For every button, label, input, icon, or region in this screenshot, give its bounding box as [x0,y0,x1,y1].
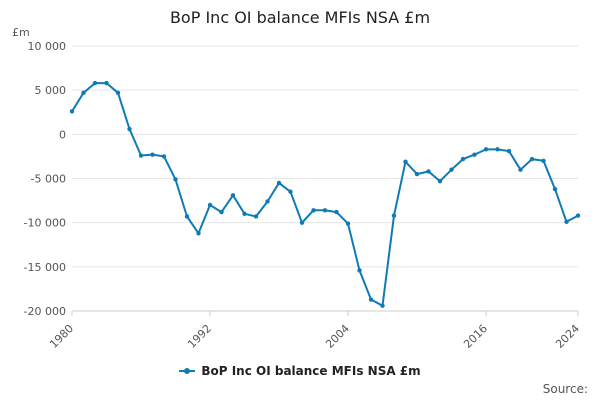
data-point[interactable] [138,153,144,158]
data-point[interactable] [380,303,385,308]
legend-line-marker-icon [179,366,196,376]
data-point[interactable] [403,159,408,164]
source-label: Source: [542,382,588,396]
data-point[interactable] [173,177,178,182]
data-point[interactable] [518,167,523,172]
y-tick-label: -20 000 [24,305,66,318]
data-point[interactable] [288,189,293,194]
data-point[interactable] [334,209,339,215]
x-tick-label: 2024 [553,322,582,351]
data-point[interactable] [426,169,431,174]
data-point[interactable] [230,193,236,198]
data-point[interactable] [299,220,305,225]
y-tick-label: -15 000 [24,261,66,274]
grid-layer [72,45,578,312]
y-tick-label: -5 000 [31,173,66,186]
data-point[interactable] [552,186,558,192]
data-point[interactable] [437,178,443,184]
y-axis-unit-label: £m [12,26,30,39]
series-line [71,82,579,307]
data-point[interactable] [368,297,374,302]
data-point[interactable] [81,90,86,96]
data-point[interactable] [115,90,121,96]
data-point[interactable] [196,231,201,236]
data-point[interactable] [541,158,546,164]
y-tick-label: 0 [59,128,66,141]
data-point[interactable] [276,180,282,186]
data-point[interactable] [345,221,351,226]
x-tick-label: 1980 [47,322,76,351]
data-point[interactable] [207,202,213,208]
data-point[interactable] [242,211,247,217]
data-point[interactable] [150,152,155,157]
legend[interactable]: BoP Inc OI balance MFIs NSA £m [0,364,600,378]
data-point[interactable] [575,213,581,218]
x-tick-label: 1992 [185,322,214,351]
x-tick-label: 2016 [461,322,490,351]
data-point[interactable] [506,148,512,154]
data-point[interactable] [357,268,362,273]
legend-label: BoP Inc OI balance MFIs NSA £m [201,364,421,378]
series-layer [69,80,581,308]
data-point[interactable] [460,156,466,162]
data-point[interactable] [322,208,328,213]
data-point[interactable] [184,214,190,219]
data-point[interactable] [253,214,259,219]
data-point[interactable] [449,167,454,172]
data-point[interactable] [104,80,109,86]
data-point[interactable] [219,209,224,215]
data-point[interactable] [265,199,270,204]
data-point[interactable] [472,152,477,157]
data-point[interactable] [529,156,535,162]
data-point[interactable] [495,147,500,152]
y-tick-label: 5 000 [35,84,67,97]
data-point[interactable] [127,126,132,132]
data-point[interactable] [92,80,98,86]
axis-layer: 10 000 5 000 0 -5 000 -10 000 -15 000 -20 000 1… [24,40,583,351]
y-tick-label: -10 000 [24,217,66,230]
data-point[interactable] [311,208,316,213]
data-point[interactable] [483,147,489,152]
data-point[interactable] [391,213,397,218]
y-tick-label: 10 000 [28,40,67,53]
chart-title: BoP Inc OI balance MFIs NSA £m [169,8,431,27]
data-point[interactable] [564,219,569,224]
x-tick-label: 2004 [323,322,352,351]
data-point[interactable] [69,109,75,114]
data-point[interactable] [414,171,420,177]
data-point[interactable] [161,154,167,159]
